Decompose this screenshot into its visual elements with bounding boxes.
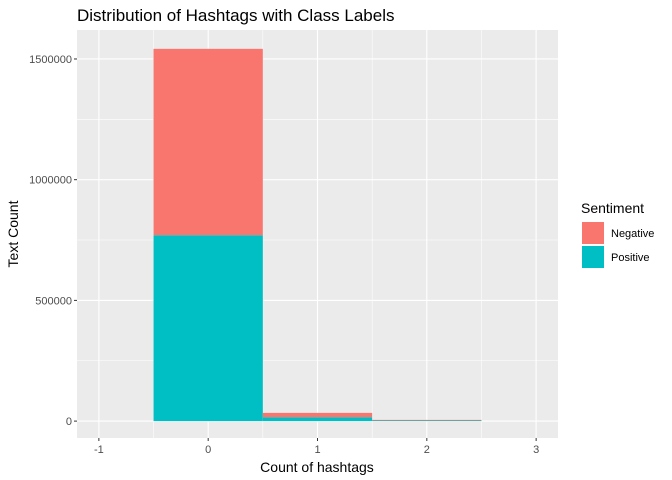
y-axis-title: Text Count [5, 200, 21, 267]
legend-key-positive [582, 246, 604, 268]
x-axis-ticks: -1 0 1 2 3 [94, 438, 539, 456]
x-tick-label: -1 [94, 444, 104, 456]
x-axis-title: Count of hashtags [260, 459, 374, 475]
bar-positive-0 [153, 235, 263, 422]
y-tick-label: 0 [66, 416, 72, 428]
bar-positive-2 [372, 420, 482, 422]
chart-title: Distribution of Hashtags with Class Labe… [77, 6, 394, 25]
bars [153, 48, 482, 422]
legend-label-positive: Positive [611, 252, 650, 264]
y-tick-label: 500000 [35, 295, 72, 307]
x-tick-label: 2 [424, 444, 430, 456]
legend-key-negative [582, 222, 604, 244]
bar-negative-0 [153, 48, 263, 236]
legend: Sentiment Negative Positive [581, 200, 654, 268]
y-axis-ticks: 0 500000 1000000 1500000 [29, 54, 77, 428]
legend-title: Sentiment [581, 200, 644, 216]
x-tick-label: 0 [205, 444, 211, 456]
x-tick-label: 1 [314, 444, 320, 456]
bar-negative-1 [262, 412, 373, 418]
legend-label-negative: Negative [611, 228, 654, 240]
y-tick-label: 1000000 [29, 175, 72, 187]
bar-negative-2 [372, 419, 482, 421]
x-tick-label: 3 [533, 444, 539, 456]
bar-positive-1 [262, 417, 373, 422]
y-tick-label: 1500000 [29, 54, 72, 66]
